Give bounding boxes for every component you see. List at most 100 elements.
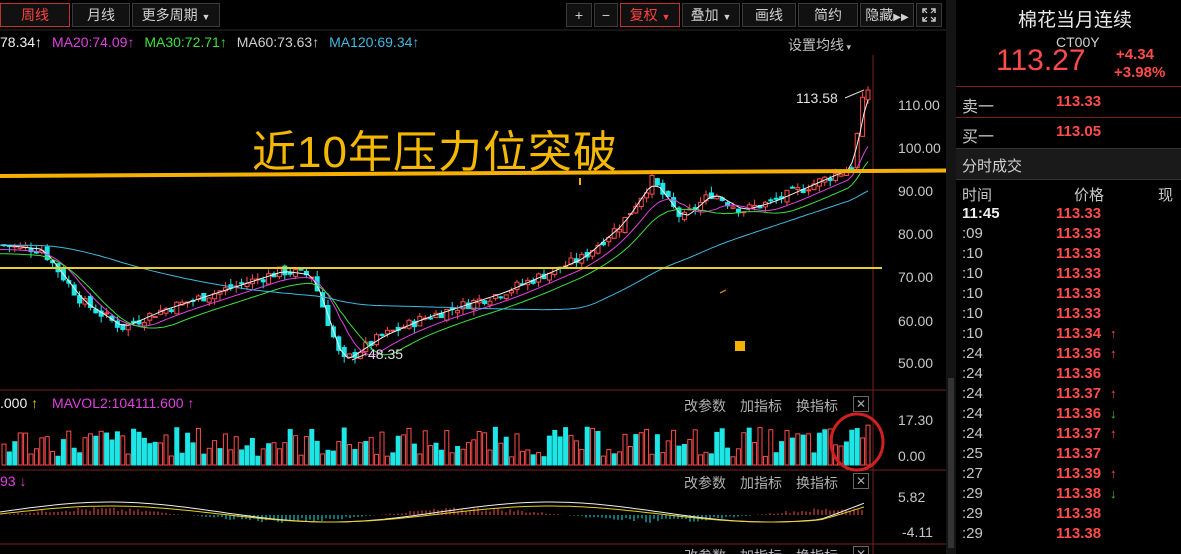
quote-divider [956, 117, 1181, 118]
vol-params-button[interactable]: 改参数 [684, 398, 726, 414]
overlay-dropdown[interactable]: 叠加 ▼ [682, 3, 740, 27]
candle-body [806, 189, 812, 192]
tick-row: :24 113.37 ↑ [956, 385, 1181, 405]
volume-bar [87, 433, 93, 466]
panel3-add-indicator-button[interactable]: 加指标 [740, 546, 782, 554]
tick-time: 11:45 [962, 205, 1000, 222]
arrow-up-icon: ↑ [1110, 346, 1117, 361]
volume-bar [514, 433, 520, 466]
macd-switch-indicator-button[interactable]: 换指标 [796, 475, 838, 491]
zoom-in-button[interactable]: + [566, 3, 592, 27]
volume-bar [638, 432, 644, 466]
volume-bar [363, 440, 369, 466]
volume-bar [244, 445, 250, 466]
simple-mode-button[interactable]: 简约 [798, 3, 858, 27]
volume-bar [395, 435, 401, 466]
trades-tab[interactable]: 分时成交 [956, 148, 1181, 180]
volume-bar [854, 428, 860, 466]
volume-bar [563, 427, 569, 466]
low-pointer [351, 353, 367, 361]
volume-bar [136, 431, 142, 466]
candle-body [498, 296, 504, 299]
tick-price: 113.33 [1056, 265, 1102, 282]
candle-body [703, 194, 709, 202]
candle-body [179, 301, 185, 306]
volume-bar [757, 427, 763, 466]
candle-body [514, 281, 520, 290]
candle-body [541, 273, 547, 280]
arrow-up-icon: ↑ [1110, 426, 1117, 441]
side-scrollbar[interactable] [946, 0, 956, 554]
fullscreen-icon[interactable] [916, 3, 942, 27]
volume-bar [698, 454, 704, 466]
candle-body [222, 287, 228, 292]
period-week-button[interactable]: 周线 [0, 3, 70, 27]
arrow-down-icon: ↓ [15, 473, 27, 489]
candle-body [671, 197, 677, 207]
candle-body [600, 241, 606, 246]
fuquan-dropdown[interactable]: 复权 ▼ [620, 3, 680, 27]
volume-bar [384, 455, 390, 466]
candle-body [185, 301, 191, 304]
volume-bar [449, 452, 455, 466]
tick-price: 113.39 [1056, 465, 1102, 482]
candle-body [460, 301, 466, 310]
volume-bar [735, 448, 741, 466]
candle-body [233, 285, 239, 288]
volume-bar [525, 449, 531, 466]
close-icon[interactable]: ✕ [853, 473, 869, 489]
panel3-switch-indicator-button[interactable]: 换指标 [796, 546, 838, 554]
candle-body [93, 308, 99, 314]
scrollbar-thumb[interactable] [948, 378, 954, 548]
volume-bar [390, 452, 396, 466]
volume-bar [660, 452, 666, 466]
candle-body [800, 189, 806, 193]
close-icon[interactable]: ✕ [853, 396, 869, 412]
volume-bar [708, 453, 714, 466]
volume-bar [109, 439, 115, 466]
tick-price: 113.38 [1056, 505, 1102, 522]
candle-body [536, 273, 542, 283]
kline-chart-area[interactable]: 周线 月线 更多周期 ▼ + − 复权 ▼ 叠加 ▼ 画线 简约 隐藏▶▶ 78… [0, 0, 946, 554]
candle-body [12, 245, 18, 248]
tick-row: :10 113.33 [956, 245, 1181, 265]
close-icon[interactable]: ✕ [853, 546, 869, 554]
volume-bar [260, 448, 266, 466]
zoom-out-button[interactable]: − [594, 3, 618, 27]
macd-line [0, 501, 865, 523]
ma-settings-button[interactable]: 设置均线 ▾ [788, 35, 851, 55]
chevron-down-icon: ▼ [661, 12, 671, 22]
candle-body [244, 282, 250, 287]
draw-line-button[interactable]: 画线 [742, 3, 796, 27]
vol-switch-indicator-button[interactable]: 换指标 [796, 398, 838, 414]
volume-bar [579, 448, 585, 466]
volume-bar [530, 454, 536, 466]
candle-body [725, 202, 731, 207]
volume-bar [417, 453, 423, 466]
hide-panel-button[interactable]: 隐藏▶▶ [860, 3, 914, 27]
candle-body [347, 353, 353, 358]
volume-bar [784, 430, 790, 466]
volume-bar [276, 448, 282, 466]
panel3-params-button[interactable]: 改参数 [684, 546, 726, 554]
vol-header-b-text: MAVOL2:104111.600 [52, 395, 184, 411]
macd-params-button[interactable]: 改参数 [684, 475, 726, 491]
vol-add-indicator-button[interactable]: 加指标 [740, 398, 782, 414]
volume-bar [255, 455, 261, 466]
candle-body [525, 279, 531, 286]
candle-body [303, 270, 309, 276]
period-more-dropdown[interactable]: 更多周期 ▼ [132, 3, 220, 27]
period-month-button[interactable]: 月线 [72, 3, 130, 27]
tick-price: 113.33 [1056, 285, 1102, 302]
macd-add-indicator-button[interactable]: 加指标 [740, 475, 782, 491]
tick-price: 113.33 [1056, 225, 1102, 242]
high-pointer [844, 89, 865, 99]
volume-bar [330, 450, 336, 466]
volume-bar [687, 439, 693, 466]
candle-body [676, 207, 682, 217]
tick-time: :10 [962, 265, 983, 282]
volume-bar [206, 447, 212, 466]
candle-body [827, 177, 833, 182]
volume-bar [28, 453, 34, 466]
candle-body [401, 326, 407, 329]
